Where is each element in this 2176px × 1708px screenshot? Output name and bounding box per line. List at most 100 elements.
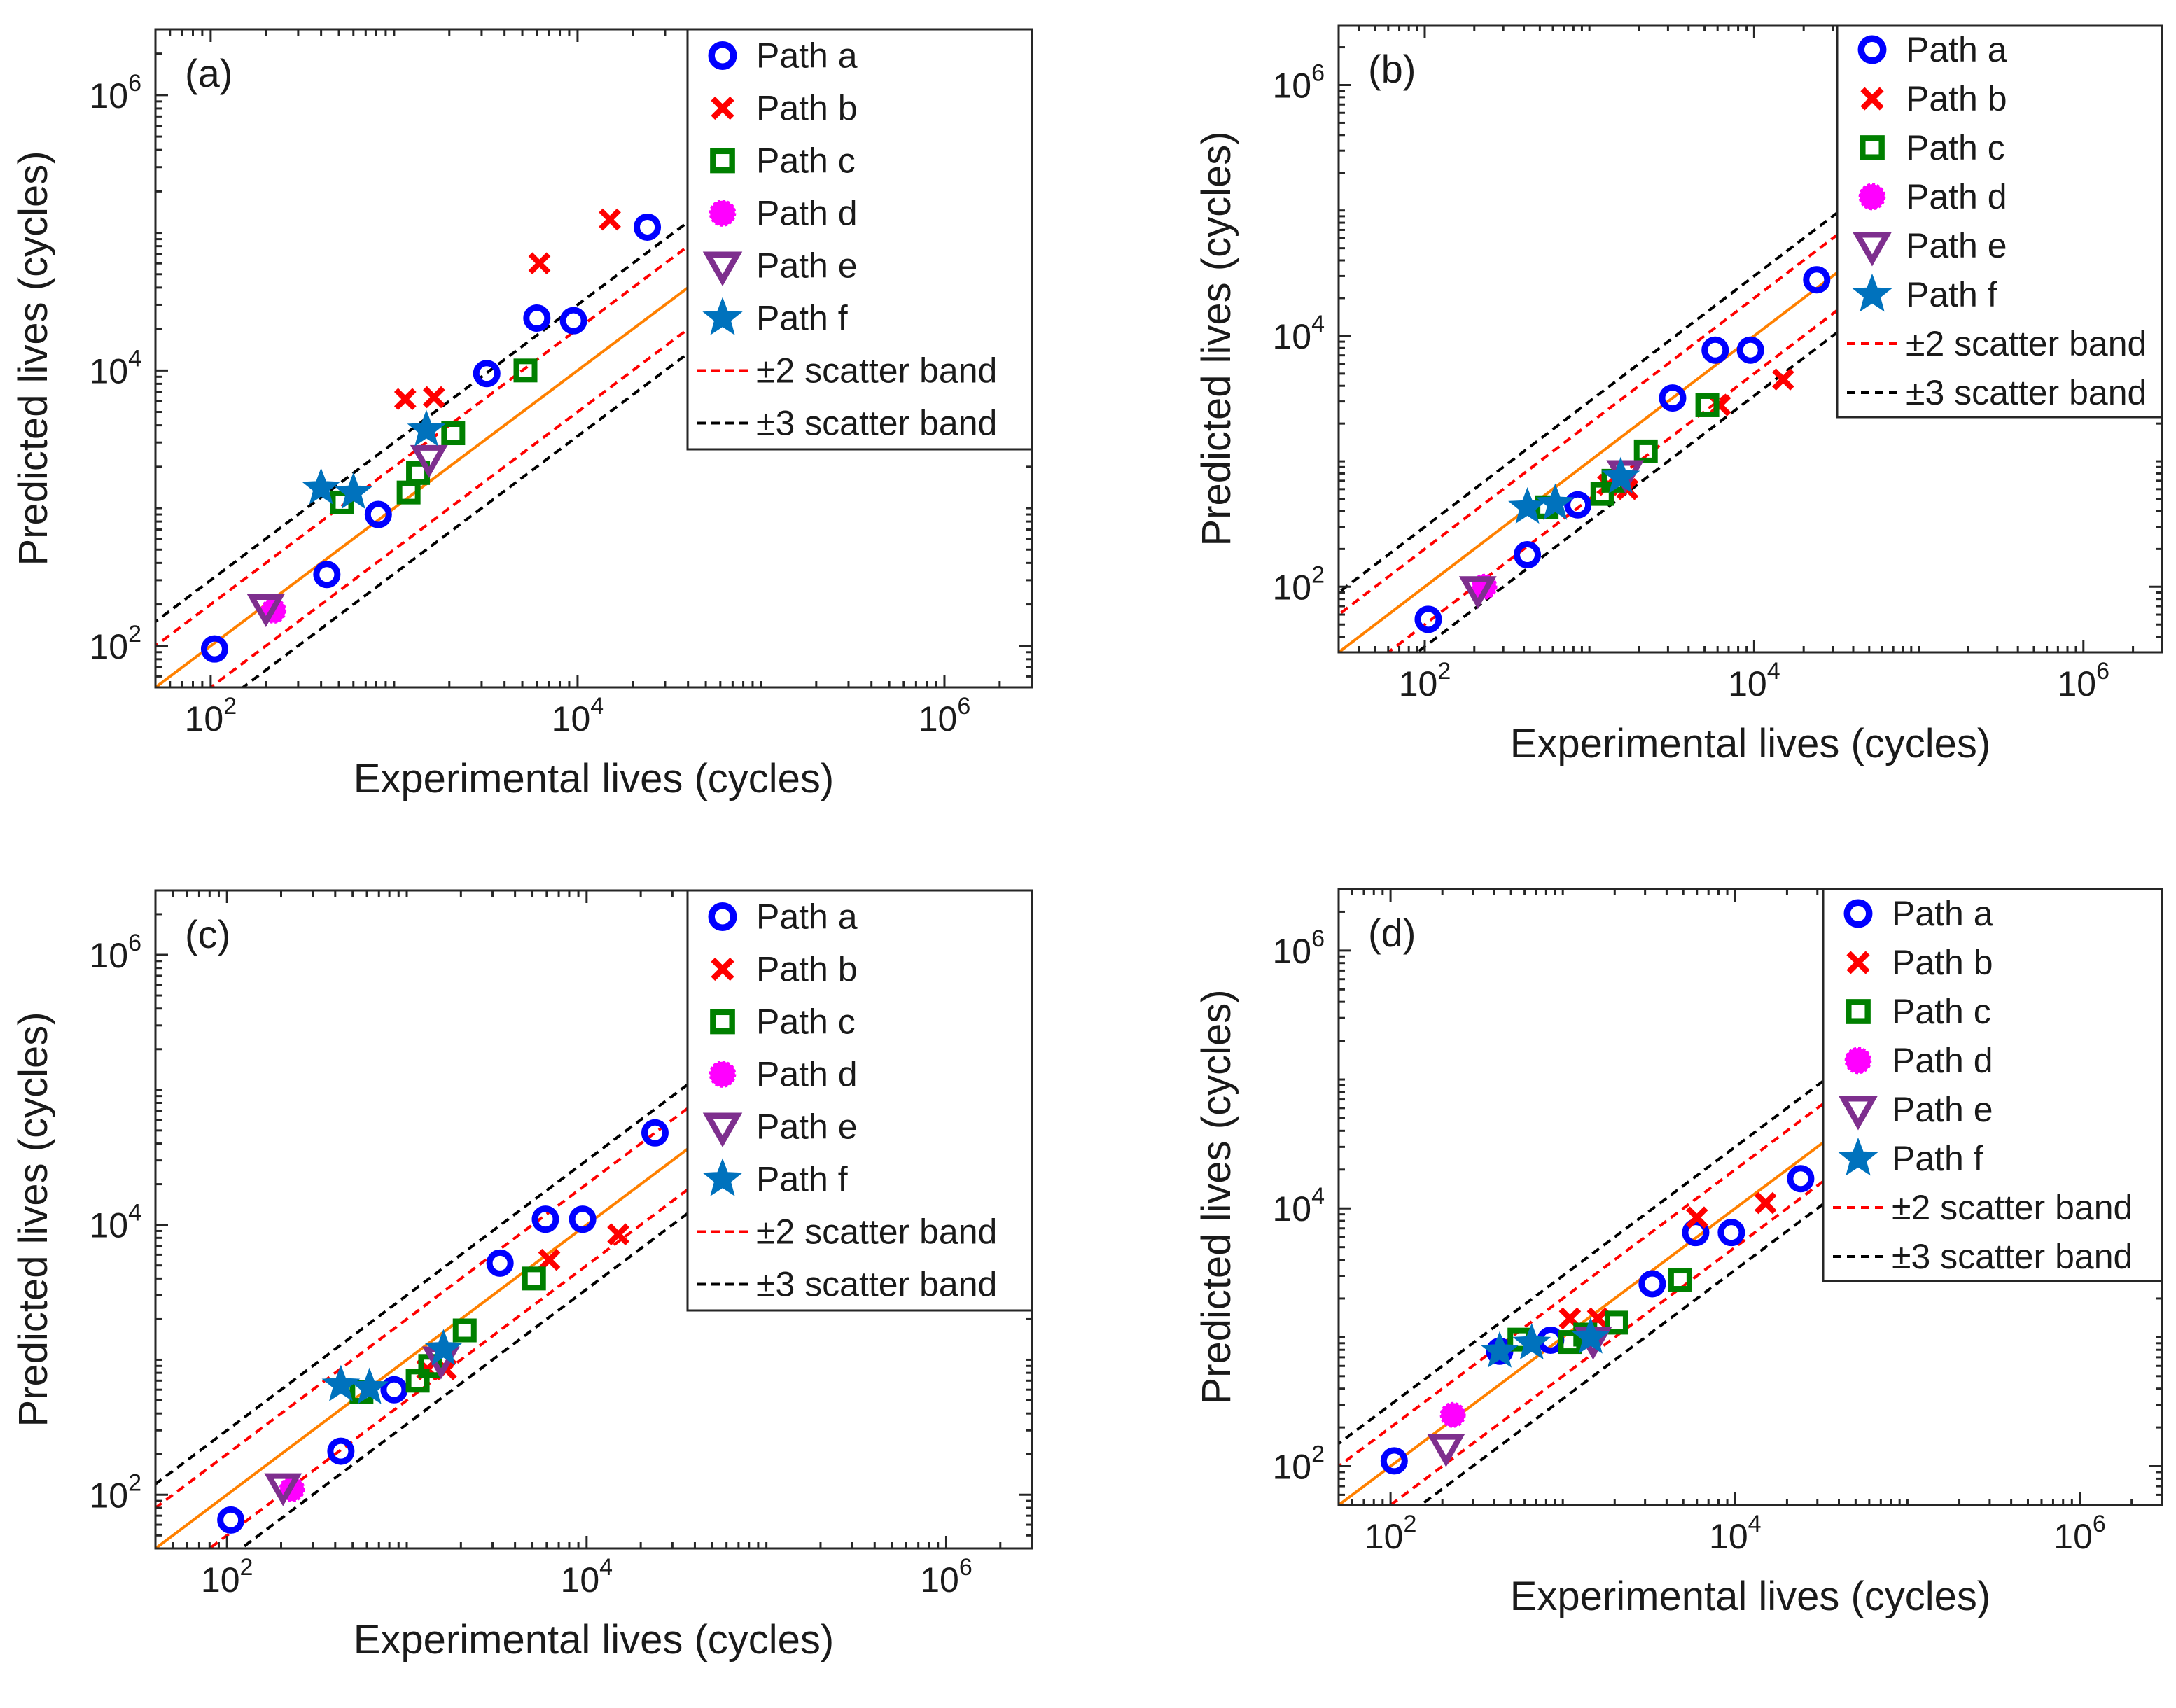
data-points	[217, 1119, 669, 1534]
path-f-point	[1535, 483, 1575, 520]
path-c-point	[405, 1368, 430, 1393]
path-a-point	[364, 500, 392, 528]
data-points	[200, 208, 662, 663]
path-a-point	[1638, 1270, 1666, 1298]
axis-ticks	[154, 889, 1033, 1550]
scatter-band-2-upper	[155, 890, 981, 1510]
legend-label: Path d	[1892, 1041, 1993, 1080]
legend-marker-path-b	[1860, 87, 1884, 111]
y-tick-label: 102	[89, 621, 141, 666]
path-b-point	[1685, 1206, 1708, 1229]
path-a-point	[1787, 1165, 1815, 1193]
path-e-point	[1458, 576, 1497, 610]
x-tick-label: 106	[920, 1554, 972, 1600]
legend-marker-path-a	[708, 902, 737, 931]
path-c-point	[452, 1318, 477, 1343]
path-b-point	[1771, 368, 1794, 391]
legend-label: Path f	[756, 1160, 848, 1199]
path-a-point	[531, 1205, 559, 1233]
x-tick-label: 106	[919, 693, 971, 738]
legend-marker-path-e	[1852, 232, 1892, 267]
legend-marker-path-c	[710, 148, 735, 174]
y-tick-label: 102	[89, 1469, 141, 1515]
legend-marker-path-d	[1858, 183, 1886, 211]
x-tick-label: 106	[2053, 1511, 2106, 1556]
x-tick-label: 102	[1365, 1511, 1417, 1556]
path-a-point	[1717, 1219, 1745, 1247]
y-axis-label: Predicted lives (cycles)	[1194, 131, 1239, 546]
legend-marker-path-e	[702, 1112, 743, 1147]
path-f-point	[1571, 1317, 1610, 1354]
path-a-point	[1736, 336, 1764, 364]
x-tick-label: 104	[1728, 658, 1780, 704]
path-c-point	[1604, 1310, 1628, 1335]
path-b-point	[599, 208, 621, 231]
path-b-point	[423, 386, 445, 409]
legend-label: Path c	[1892, 992, 1991, 1031]
path-f-point	[1480, 1331, 1519, 1368]
legend-label: Path a	[1906, 30, 2007, 69]
legend-box	[686, 28, 1033, 451]
x-tick-label: 104	[552, 693, 604, 738]
path-a-point	[380, 1376, 408, 1404]
legend-label: ±2 scatter band	[756, 351, 997, 391]
y-tick-label: 104	[89, 345, 141, 391]
legend-label: Path c	[1906, 128, 2005, 167]
x-tick-label: 102	[1399, 658, 1451, 704]
legend-marker-path-c	[1860, 135, 1885, 160]
x-tick-label: 106	[2058, 658, 2110, 704]
legend-box	[1836, 24, 2163, 419]
y-axis-label: Predicted lives (cycles)	[11, 1011, 56, 1427]
legend-label: Path f	[1892, 1139, 1983, 1178]
x-tick-label: 104	[1709, 1511, 1762, 1556]
legend-label: ±3 scatter band	[756, 404, 997, 443]
panel-b: 102 104 106 102 104 106 Experimental lives (cy…	[1194, 24, 2163, 766]
legend-marker-path-d	[1844, 1046, 1872, 1074]
panel-label: (d)	[1368, 911, 1416, 955]
path-a-point	[1564, 491, 1592, 519]
scatter-band-3-upper	[1339, 889, 2082, 1446]
legend-label: Path e	[1906, 226, 2007, 265]
path-b-point	[607, 1223, 629, 1246]
y-tick-label: 104	[89, 1200, 141, 1245]
path-f-point	[302, 468, 341, 505]
legend-box	[686, 889, 1033, 1312]
path-b-point	[393, 388, 417, 410]
legend-label: Path a	[756, 36, 858, 76]
legend-marker-path-a	[1857, 35, 1887, 64]
legend-label: Path b	[756, 950, 858, 989]
legend-label: Path a	[1892, 894, 1993, 933]
legend-label: Path d	[756, 1055, 858, 1094]
panel-label: (b)	[1368, 47, 1416, 91]
path-c-point	[1695, 393, 1720, 417]
legend-label: Path d	[1906, 177, 2007, 216]
path-f-point	[407, 410, 446, 447]
scatter-band-2-upper	[155, 29, 979, 648]
path-e-point	[1427, 1434, 1465, 1467]
panel-a: 102 104 106 102 104 106 Experimental lives (cy…	[11, 28, 1033, 802]
legend-label: Path b	[1906, 79, 2007, 118]
legend-marker-path-f	[1838, 1137, 1878, 1176]
legend-marker-path-a	[708, 41, 737, 70]
path-a-point	[313, 561, 341, 589]
path-b-point	[538, 1248, 561, 1271]
path-f-point	[321, 1364, 361, 1401]
legend-marker-path-c	[1846, 999, 1871, 1024]
y-tick-label: 102	[1272, 1441, 1325, 1487]
x-tick-label: 104	[561, 1554, 613, 1600]
legend-label: Path f	[1906, 275, 1997, 314]
panel-label: (c)	[185, 912, 230, 956]
legend: Path a Path b Path c Path d Path e Path f ±2 s…	[686, 889, 1033, 1312]
path-a-point	[327, 1437, 355, 1465]
path-b-point	[1754, 1191, 1777, 1214]
legend-label: ±2 scatter band	[1906, 324, 2147, 363]
legend: Path a Path b Path c Path d Path e Path f ±2 s…	[686, 28, 1033, 451]
path-f-point	[350, 1367, 389, 1404]
scatter-band-2-lower	[1388, 925, 2162, 1505]
path-d-point	[1439, 1401, 1466, 1428]
legend-marker-path-b	[711, 957, 734, 981]
path-b-point	[528, 252, 551, 275]
path-a-point	[523, 304, 551, 332]
path-e-point	[264, 1473, 302, 1506]
path-a-point	[1414, 606, 1442, 634]
